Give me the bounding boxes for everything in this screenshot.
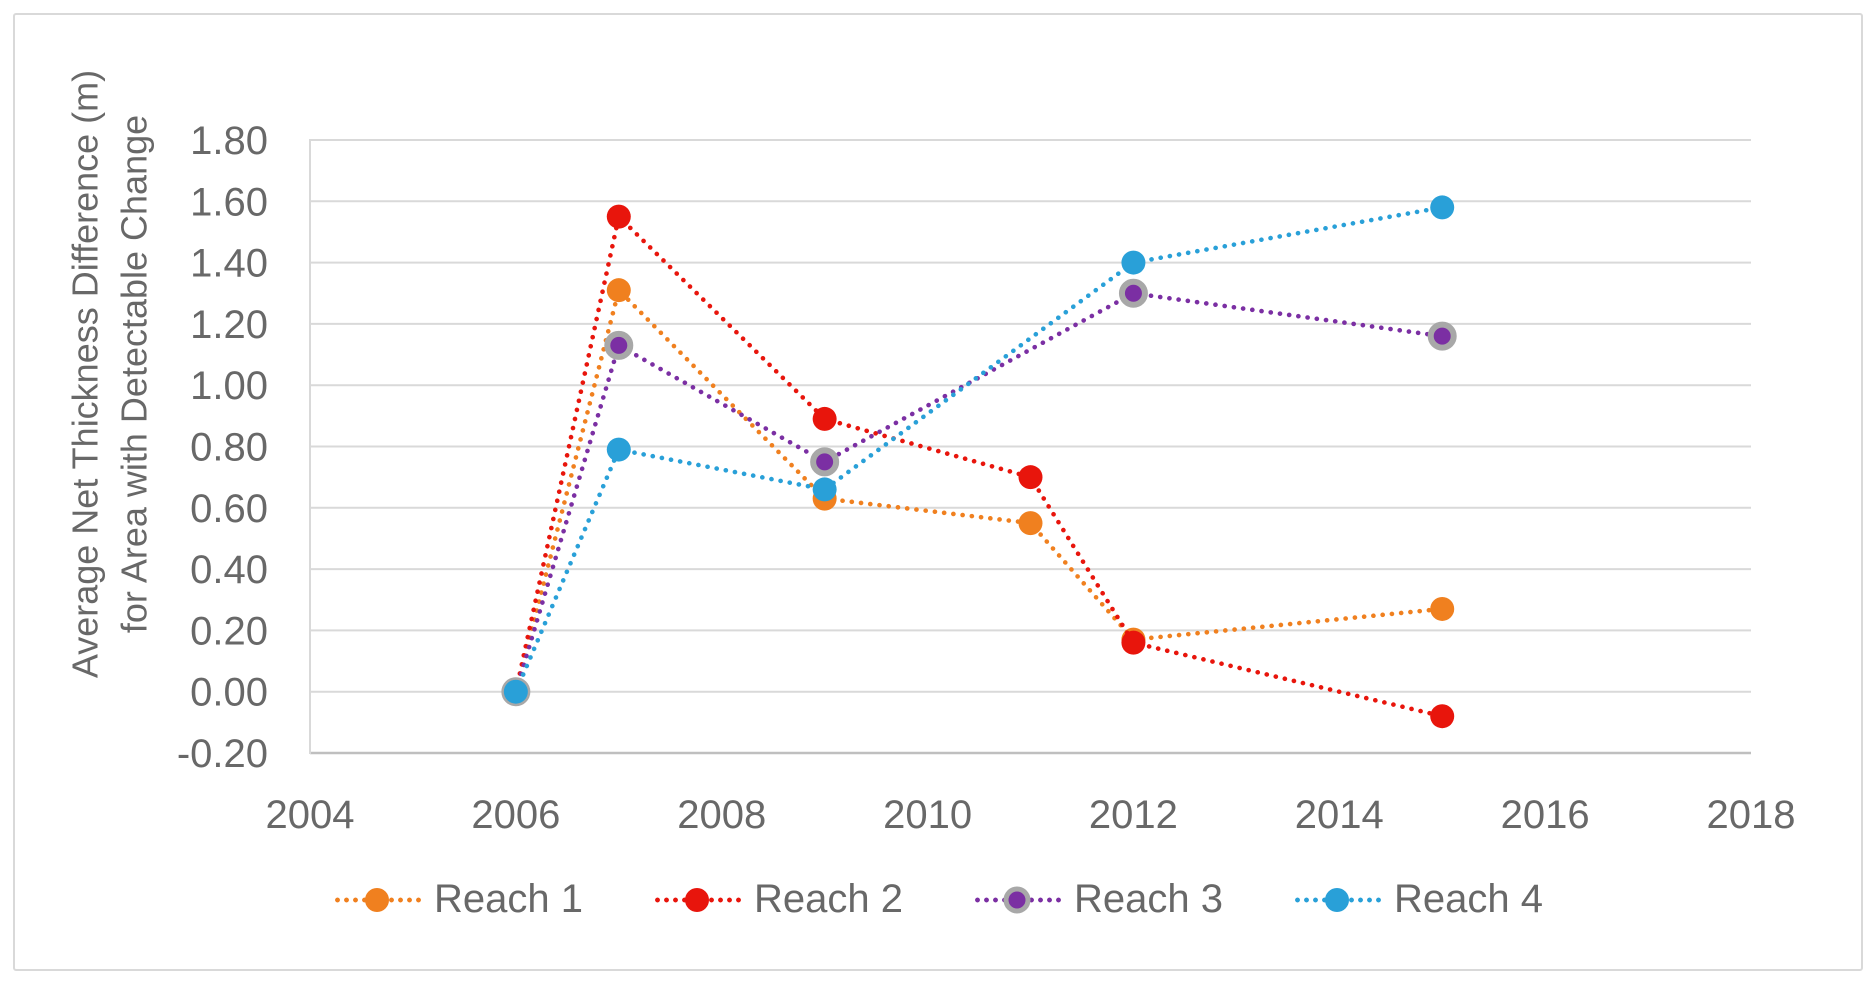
y-tick-label: -0.20 bbox=[177, 732, 268, 776]
data-point-reach-2 bbox=[1121, 630, 1146, 655]
legend-marker bbox=[365, 887, 390, 912]
legend-swatch bbox=[1292, 886, 1381, 914]
y-tick-label: 1.40 bbox=[190, 242, 268, 286]
data-point-reach-4 bbox=[812, 477, 837, 502]
data-point-reach-1 bbox=[1018, 511, 1043, 536]
legend-swatch bbox=[653, 886, 742, 914]
x-tick-label: 2008 bbox=[677, 793, 766, 837]
legend-item-reach-3: Reach 3 bbox=[973, 877, 1223, 922]
x-tick-label: 2012 bbox=[1089, 793, 1178, 837]
y-tick-label: 0.60 bbox=[190, 487, 268, 531]
legend: Reach 1 Reach 2 Reach 3 Reach 4 bbox=[0, 877, 1876, 922]
y-axis-title: Average Net Thickness Difference (m) for… bbox=[61, 70, 158, 678]
data-point-reach-2 bbox=[606, 204, 631, 229]
data-point-reach-2 bbox=[1018, 465, 1043, 490]
y-tick-label: 1.00 bbox=[190, 364, 268, 408]
legend-item-reach-1: Reach 1 bbox=[333, 877, 583, 922]
series-line-reach-4 bbox=[513, 205, 1445, 694]
legend-item-reach-4: Reach 4 bbox=[1292, 877, 1543, 922]
legend-swatch bbox=[333, 886, 422, 914]
x-tick-label: 2006 bbox=[471, 793, 560, 837]
y-tick-label: 0.40 bbox=[190, 548, 268, 592]
y-tick-label: 1.20 bbox=[190, 303, 268, 347]
legend-marker bbox=[1324, 887, 1349, 912]
series-line-reach-3 bbox=[513, 290, 1445, 694]
data-point-reach-3 bbox=[604, 330, 634, 360]
y-tick-label: 1.60 bbox=[190, 180, 268, 224]
y-axis-title-line1: Average Net Thickness Difference (m) bbox=[64, 69, 106, 679]
y-axis-title-line2: for Area with Detectable Change bbox=[113, 114, 154, 634]
legend-swatch bbox=[973, 886, 1061, 914]
data-point-reach-4 bbox=[606, 437, 631, 462]
y-tick-label: 1.80 bbox=[190, 119, 268, 163]
data-point-reach-4 bbox=[1121, 250, 1146, 275]
x-tick-label: 2014 bbox=[1295, 793, 1384, 837]
y-tick-label: 0.20 bbox=[190, 609, 268, 653]
data-point-reach-2 bbox=[812, 406, 837, 431]
x-tick-label: 2018 bbox=[1707, 793, 1796, 837]
legend-label: Reach 3 bbox=[1074, 877, 1223, 921]
series-line-reach-2 bbox=[513, 212, 1445, 719]
legend-item-reach-2: Reach 2 bbox=[653, 877, 903, 922]
legend-marker bbox=[685, 887, 710, 912]
y-tick-label: 0.00 bbox=[190, 671, 268, 715]
data-point-reach-3 bbox=[1427, 321, 1457, 351]
data-point-reach-2 bbox=[1430, 704, 1455, 729]
data-point-reach-4 bbox=[503, 679, 528, 704]
legend-label: Reach 1 bbox=[434, 877, 584, 921]
x-tick-label: 2004 bbox=[266, 793, 355, 837]
data-point-reach-3 bbox=[810, 447, 840, 477]
data-point-reach-1 bbox=[606, 278, 631, 303]
data-point-reach-3 bbox=[1118, 278, 1148, 308]
data-point-reach-4 bbox=[1430, 195, 1455, 220]
x-tick-label: 2010 bbox=[883, 793, 972, 837]
x-tick-label: 2016 bbox=[1501, 793, 1590, 837]
series-line-reach-1 bbox=[513, 285, 1445, 694]
data-point-reach-1 bbox=[1430, 596, 1455, 621]
legend-label: Reach 2 bbox=[754, 877, 903, 921]
y-tick-label: 0.80 bbox=[190, 426, 268, 470]
legend-label: Reach 4 bbox=[1393, 877, 1543, 921]
legend-marker bbox=[1003, 886, 1031, 913]
